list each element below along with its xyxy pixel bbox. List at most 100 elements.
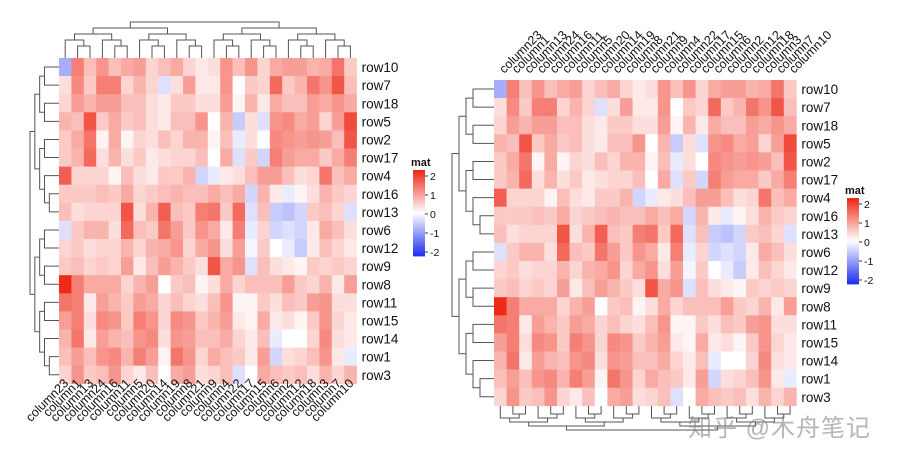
heatmap-cell: [582, 242, 596, 262]
heatmap-cell: [207, 202, 221, 222]
heatmap-cell: [708, 387, 722, 407]
heatmap-cell: [733, 297, 747, 316]
heatmap-cell: [158, 329, 171, 348]
heatmap-cell: [632, 206, 646, 226]
row-dendrogram-branch: [39, 75, 45, 113]
legend-gradient-segment: [413, 253, 425, 257]
heatmap-cell: [220, 184, 233, 204]
column-dendrogram-branch: [176, 39, 196, 58]
heatmap-cell: [594, 80, 608, 99]
heatmap-cell: [96, 58, 109, 77]
heatmap-cell: [133, 311, 147, 330]
heatmap-cell: [207, 184, 221, 204]
heatmap-cell: [531, 369, 545, 388]
heatmap-cell: [344, 220, 357, 240]
row-label: row12: [801, 263, 838, 278]
heatmap-cell: [670, 315, 684, 334]
heatmap-cell: [544, 315, 558, 334]
heatmap-cell: [695, 206, 709, 226]
heatmap-cell: [71, 148, 85, 167]
heatmap-cell: [133, 76, 147, 95]
heatmap-cell: [59, 220, 72, 240]
heatmap-cell: [257, 257, 271, 276]
heatmap-cell: [771, 170, 785, 189]
row-label: row9: [362, 259, 391, 274]
heatmap-cell: [183, 94, 196, 113]
heatmap-cell: [645, 242, 659, 262]
heatmap-cell: [282, 58, 295, 77]
heatmap-cell: [220, 347, 233, 366]
heatmap-cell: [506, 333, 520, 352]
heatmap-cell: [645, 351, 659, 370]
heatmap-cell: [582, 261, 596, 280]
row-label: row6: [362, 223, 391, 238]
heatmap-cell: [158, 347, 171, 366]
heatmap-cell: [531, 224, 545, 244]
heatmap-cell: [632, 80, 646, 99]
heatmap-cell: [282, 275, 295, 294]
heatmap-cell: [158, 365, 171, 385]
column-dendrogram-branch: [499, 406, 520, 419]
heatmap-cell: [207, 347, 221, 366]
heatmap-cell: [607, 170, 621, 189]
watermark-text: 知乎 @木舟笔记: [688, 415, 872, 442]
heatmap-cell: [257, 275, 271, 294]
row-dendrogram-branch: [465, 260, 473, 298]
legend-gradient-segment: [413, 197, 425, 201]
heatmap-cell: [670, 224, 684, 244]
row-dendrogram-branch: [472, 251, 494, 271]
heatmap-cell: [170, 275, 184, 294]
row-dendrogram-branch: [472, 323, 494, 343]
row-label: row4: [362, 169, 392, 184]
heatmap-cell: [519, 242, 533, 262]
legend-gradient-segment: [413, 176, 425, 179]
heatmap-cell: [582, 279, 596, 298]
heatmap-cell: [108, 257, 122, 276]
heatmap-cell: [232, 220, 246, 240]
heatmap-cell: [71, 76, 85, 95]
heatmap-cell: [733, 369, 747, 388]
heatmap-cell: [108, 94, 122, 113]
heatmap-cell: [207, 166, 221, 185]
heatmap-cell: [594, 297, 608, 316]
heatmap-cell: [695, 297, 709, 316]
column-dendrogram-branch: [222, 33, 261, 40]
heatmap-cell: [207, 293, 221, 312]
row-dendrogram-branch: [451, 153, 459, 317]
heatmap-cell: [746, 351, 759, 370]
heatmap-cell: [245, 202, 258, 222]
heatmap-cell: [506, 351, 520, 370]
heatmap-cell: [632, 369, 646, 388]
heatmap-cell: [220, 202, 233, 222]
heatmap-cell: [557, 297, 570, 316]
heatmap-cell: [695, 188, 709, 207]
heatmap-cell: [582, 80, 596, 99]
heatmap-cell: [257, 220, 271, 240]
heatmap-cell: [582, 224, 596, 244]
heatmap-cell: [632, 315, 646, 334]
legend-gradient-segment: [847, 247, 859, 250]
legend-gradient-segment: [847, 223, 859, 227]
legend-gradient-segment: [847, 213, 859, 216]
heatmap-cell: [183, 311, 196, 330]
heatmap-cell: [531, 152, 545, 171]
heatmap-cell: [544, 134, 558, 153]
heatmap-cell: [746, 170, 759, 189]
heatmap-cell: [771, 279, 785, 298]
heatmap-cell: [783, 261, 797, 280]
heatmap-cell: [207, 365, 221, 385]
heatmap-cell: [531, 333, 545, 352]
heatmap-cell: [569, 152, 583, 171]
heatmap-cell: [183, 257, 196, 276]
heatmap-cell: [557, 369, 570, 388]
heatmap-cell: [645, 206, 659, 226]
legend-gradient-segment: [413, 182, 425, 186]
heatmap-cell: [494, 279, 507, 298]
heatmap-cell: [245, 148, 258, 167]
heatmap-cell: [121, 365, 134, 385]
heatmap-cell: [708, 315, 722, 334]
heatmap-cell: [494, 224, 507, 244]
heatmap-cell: [670, 134, 684, 153]
heatmap-cell: [720, 387, 734, 407]
row-label: row16: [362, 187, 399, 202]
